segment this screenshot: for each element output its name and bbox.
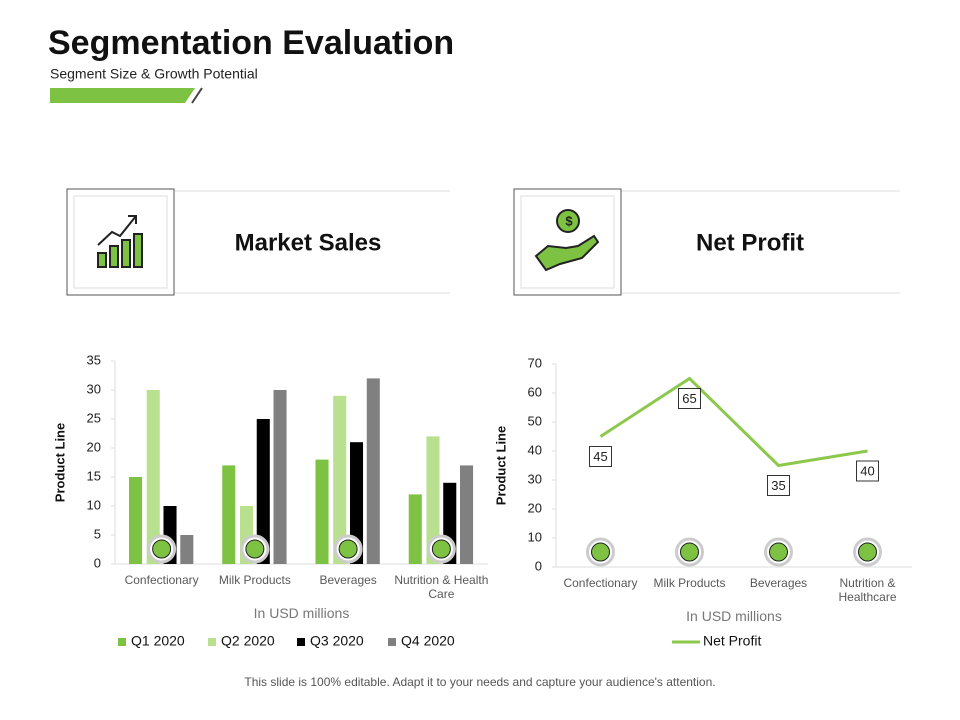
x-tick-label: Milk Products — [218, 573, 291, 587]
panel-title: Net Profit — [696, 229, 804, 256]
y-tick-label: 10 — [528, 529, 542, 544]
line — [599, 376, 868, 468]
category-icon-inner — [431, 539, 451, 559]
x-tick-label: Nutrition & Healthcare — [838, 576, 897, 604]
legend-label: Q1 2020 — [131, 633, 185, 649]
legend-swatch — [388, 638, 396, 646]
data-label: 45 — [593, 449, 607, 464]
category-icon-inner — [245, 539, 265, 559]
bar — [408, 494, 422, 564]
legend-swatch — [118, 638, 126, 646]
y-tick-label: 30 — [87, 381, 101, 396]
bar — [146, 390, 160, 564]
bar — [426, 436, 440, 564]
title: Segmentation Evaluation — [48, 24, 454, 62]
icon-box-inner — [73, 195, 168, 289]
category-icon-inner — [152, 539, 172, 559]
x-tick-label: Beverages — [749, 576, 808, 590]
x-axis-label: In USD millions — [253, 605, 350, 621]
data-label: 35 — [771, 478, 785, 493]
data-label-box — [856, 460, 879, 482]
category-icon-inner — [680, 542, 699, 562]
y-tick-label: 70 — [528, 355, 542, 370]
data-label: 65 — [682, 391, 696, 406]
accent-slash — [191, 87, 203, 104]
legend-label: Q4 2020 — [401, 633, 455, 649]
y-tick-label: 40 — [528, 442, 542, 457]
data-label-box — [678, 388, 701, 409]
bar — [273, 390, 287, 564]
bar — [315, 459, 329, 564]
x-axis-label: In USD millions — [686, 608, 782, 624]
profit-icon — [534, 209, 600, 272]
legend-swatch — [297, 638, 305, 646]
y-axis-label: Product Line — [493, 426, 508, 505]
bar — [222, 465, 236, 564]
y-tick-label: 35 — [87, 352, 101, 367]
y-tick-label: 20 — [87, 439, 101, 454]
legend-label: Q2 2020 — [221, 633, 275, 649]
x-tick-label: Confectionary — [563, 576, 638, 590]
category-icon-inner — [338, 539, 358, 559]
x-tick-label: Confectionary — [124, 573, 199, 587]
y-tick-label: 20 — [528, 500, 542, 515]
bar — [128, 477, 143, 564]
category-icon-inner — [591, 542, 610, 562]
bar — [256, 419, 270, 564]
bar — [333, 395, 347, 564]
legend-swatch — [208, 638, 216, 646]
y-axis-label: Product Line — [52, 423, 67, 502]
bar — [349, 442, 364, 564]
dollar-sign: $ — [565, 213, 573, 228]
x-tick-label: Milk Products — [653, 576, 726, 590]
y-tick-label: 0 — [94, 555, 101, 570]
x-tick-label: Beverages — [319, 573, 377, 587]
legend-label: Net Profit — [703, 633, 761, 649]
y-tick-label: 10 — [87, 497, 101, 512]
category-icon-inner — [858, 542, 877, 562]
accent-bar — [50, 88, 195, 103]
bar — [180, 535, 194, 564]
data-label-box — [589, 446, 612, 467]
sales-icon — [97, 215, 143, 268]
y-tick-label: 25 — [87, 410, 101, 425]
bar — [366, 378, 380, 564]
x-tick-label: Nutrition & Health Care — [394, 573, 489, 601]
y-tick-label: 50 — [528, 413, 542, 428]
footer: This slide is 100% editable. Adapt it to… — [244, 675, 715, 689]
data-label: 40 — [860, 463, 874, 478]
y-tick-label: 60 — [528, 384, 542, 399]
y-tick-label: 0 — [535, 558, 542, 573]
data-label-box — [767, 475, 790, 496]
subtitle: Segment Size & Growth Potential — [50, 66, 258, 82]
panel-title: Market Sales — [235, 229, 382, 256]
y-tick-label: 30 — [528, 471, 542, 486]
y-tick-label: 15 — [87, 468, 101, 483]
category-icon-inner — [769, 542, 788, 562]
legend-label: Q3 2020 — [310, 633, 364, 649]
bar — [460, 465, 474, 564]
y-tick-label: 5 — [94, 526, 101, 541]
